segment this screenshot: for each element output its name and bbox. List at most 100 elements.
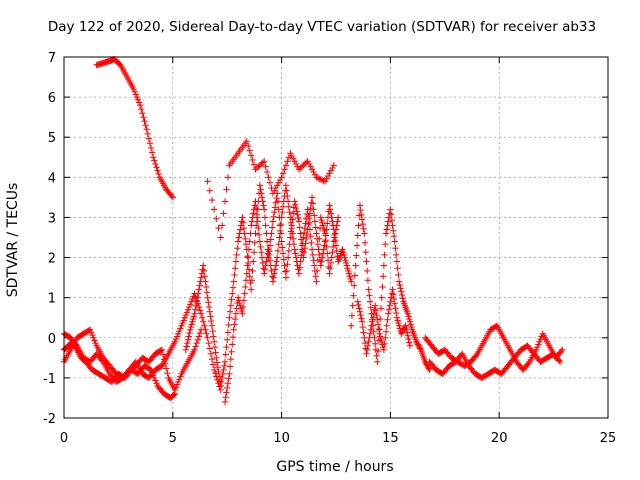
data-point-fill-4-22-2 — [279, 250, 287, 257]
data-point-8-11 — [402, 322, 409, 329]
data-point-fill-8-4-5 — [375, 325, 382, 333]
data-point-4-17 — [256, 182, 264, 189]
data-point-fill-5-24-4 — [329, 249, 336, 256]
data-point-fill-5-25-1 — [331, 234, 338, 241]
data-point-8-1 — [358, 318, 366, 325]
data-point-fill-4-32-3 — [324, 220, 331, 227]
data-point-2-20 — [191, 346, 198, 354]
data-point-fill-6-7-4 — [275, 179, 282, 186]
data-point-fill-6-5-2 — [255, 163, 262, 170]
data-point-6-7 — [269, 190, 277, 197]
data-point-fill-9-17-1 — [534, 343, 541, 351]
data-point-fill-5-6-5 — [251, 202, 258, 209]
data-point-fill-1-22-5 — [209, 361, 217, 368]
data-point-fill-5-15-4 — [290, 235, 297, 243]
data-point-fill-4-8-4 — [220, 366, 227, 374]
data-point-5-26 — [334, 214, 342, 221]
data-point-8-4 — [371, 302, 379, 309]
data-point-fill-8-4-4 — [374, 321, 382, 328]
data-point-fill-5-9-1 — [261, 266, 269, 273]
data-point-fill-4-37-2 — [345, 267, 352, 275]
data-point-fill-5-9-3 — [263, 258, 270, 265]
data-point-fill-4-13-4 — [242, 235, 249, 243]
data-point-fill-4-34-3 — [332, 242, 340, 249]
data-point-fill-4-9-5 — [225, 321, 232, 329]
data-point-4-24 — [287, 234, 294, 241]
data-point-5-10 — [265, 246, 272, 253]
data-point-fill-5-5-2 — [245, 254, 252, 261]
data-point-fill-6-9-2 — [290, 155, 297, 162]
data-point-fill-5-11-3 — [271, 266, 279, 273]
data-point-6-5 — [252, 166, 259, 173]
data-point-fill-6-8-2 — [281, 166, 288, 173]
data-point-fill-7-9-2 — [388, 216, 396, 224]
data-point-fill-7-13-3 — [406, 318, 414, 325]
data-point-fill-4-33-2 — [327, 210, 335, 217]
data-point-fill-3-15-2 — [150, 372, 157, 379]
data-point-fill-7-2-4 — [359, 220, 367, 228]
data-point-fill-4-4-5 — [203, 289, 211, 296]
data-point-fill-4-12-3 — [237, 226, 244, 233]
data-point-fill-6-6-4 — [266, 179, 274, 186]
data-point-fill-4-28-5 — [308, 199, 315, 206]
data-point-fill-5-7-2 — [253, 211, 261, 218]
data-point-fill-8-3-5 — [371, 306, 378, 313]
data-point-fill-4-20-5 — [273, 194, 280, 202]
data-point-fill-7-15-5 — [416, 345, 424, 352]
data-point-fill-4-25-2 — [292, 204, 300, 212]
data-point-fill-4-2-3 — [193, 298, 200, 305]
data-point-fill-8-6-1 — [381, 340, 388, 347]
data-point-fill-5-9-5 — [264, 250, 272, 257]
data-point-fill-4-4-4 — [202, 283, 210, 291]
data-point-fill-5-23-1 — [322, 236, 330, 244]
data-point-fill-4-6-4 — [211, 343, 219, 351]
data-point-fill-2-5-5 — [98, 357, 106, 364]
data-point-7-8 — [382, 230, 390, 237]
data-point-fill-7-6-1 — [374, 347, 382, 355]
x-tick-label-4: 20 — [491, 431, 508, 446]
data-point-fill-4-29-3 — [311, 212, 318, 219]
data-point-5-18 — [300, 234, 307, 241]
data-point-fill-7-1-2 — [353, 242, 361, 249]
data-point-fill-5-4-4 — [242, 283, 249, 291]
data-point-fill-8-2-4 — [366, 334, 373, 341]
data-point-fill-3-3-3 — [76, 350, 83, 358]
data-point-fill-8-6-3 — [382, 328, 390, 335]
data-point-fill-1-4-1 — [88, 329, 95, 336]
data-point-fill-3-2-2 — [70, 341, 78, 348]
data-point-fill-10-19-5 — [555, 357, 563, 364]
data-point-fill-7-7-3 — [380, 262, 388, 269]
data-point-fill-5-21-2 — [314, 257, 322, 264]
data-point-fill-4-14-3 — [245, 266, 253, 273]
data-point-fill-8-7-2 — [386, 302, 393, 309]
data-point-8-12 — [406, 342, 414, 349]
data-point-fill-1-21-2 — [200, 318, 207, 325]
data-point-fill-5-1-2 — [227, 355, 235, 363]
data-point-fill-5-19-2 — [305, 219, 313, 226]
data-point-5-22 — [317, 214, 324, 221]
data-point-fill-0-7-2 — [139, 109, 146, 117]
data-point-fill-5-19-5 — [308, 239, 315, 247]
data-point-2-21 — [197, 326, 205, 333]
data-point-fill-1-18-5 — [183, 309, 191, 316]
data-point-4-13 — [239, 214, 246, 221]
data-point-fill-1-4-2 — [89, 331, 96, 339]
data-point-fill-6-9-1 — [288, 152, 295, 160]
data-point-fill-5-18-1 — [300, 229, 308, 237]
data-point-fill-5-22-3 — [319, 222, 327, 229]
data-point-fill-5-5-3 — [245, 246, 253, 253]
data-point-fill-5-4-2 — [240, 297, 248, 304]
data-point-fill-4-34-4 — [333, 247, 340, 255]
data-point-fill-6-5-5 — [259, 159, 266, 166]
data-point-5-14 — [282, 182, 290, 189]
data-point-fill-5-20-1 — [309, 251, 316, 259]
data-point-fill-5-21-4 — [316, 235, 323, 243]
data-point-fill-1-20-5 — [196, 307, 204, 314]
data-point-6-0 — [204, 178, 211, 185]
data-point-8-10 — [398, 330, 405, 337]
data-point-9-21 — [559, 346, 566, 354]
data-point-3-2 — [69, 338, 76, 345]
data-point-fill-6-1-3 — [221, 198, 229, 205]
data-point-fill-2-17-4 — [176, 376, 183, 383]
data-point-5-16 — [291, 246, 298, 253]
